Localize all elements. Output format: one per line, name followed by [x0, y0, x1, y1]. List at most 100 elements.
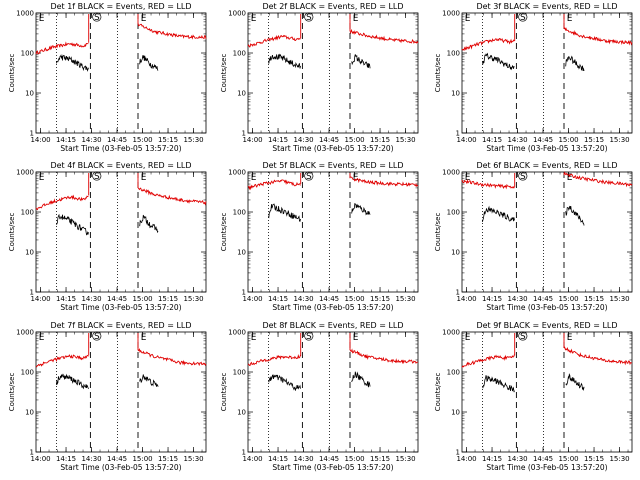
x-tick-label: 15:30	[183, 295, 203, 303]
x-tick-label: 15:15	[370, 295, 390, 303]
plot-frame	[461, 331, 633, 453]
x-axis-label: Start Time (03-Feb-05 13:57:20)	[486, 144, 607, 153]
x-tick-label: 14:15	[268, 455, 288, 463]
y-tick-label: 1	[242, 289, 246, 297]
y-tick-label: 10	[451, 409, 460, 417]
x-tick-label: 15:00	[558, 455, 578, 463]
x-tick-label: 14:45	[533, 455, 553, 463]
series-events-pre	[482, 205, 515, 223]
marker-label: E	[567, 173, 573, 183]
panel: Det 4f BLACK = Events, RED = LLD 1 10 100 10…	[8, 161, 207, 312]
x-tick-label: 15:00	[132, 136, 152, 144]
marker-circle	[518, 331, 528, 341]
y-axis-label: Counts/sec	[8, 54, 16, 93]
x-tick-label: 15:15	[584, 295, 604, 303]
x-tick-label: 14:45	[107, 295, 127, 303]
x-axis-label: Start Time (03-Feb-05 13:57:20)	[272, 144, 393, 153]
series-events-pre	[482, 52, 515, 71]
x-tick-label: 15:15	[370, 455, 390, 463]
series-events-pre	[268, 373, 301, 391]
marker-label: E	[251, 14, 257, 24]
plot-frame	[35, 331, 207, 453]
marker-label: E	[39, 173, 45, 183]
marker-circle	[92, 171, 102, 181]
series-lld-pre	[247, 179, 301, 191]
marker-label: E	[251, 173, 257, 183]
x-tick-label: 14:30	[293, 455, 313, 463]
marker-label: E	[39, 333, 45, 343]
y-tick-label: 1	[30, 130, 34, 138]
x-tick-label: 14:15	[482, 455, 502, 463]
marker-label: E	[567, 14, 573, 24]
x-tick-label: 14:00	[456, 295, 476, 303]
series-events-post	[565, 55, 585, 72]
panel-title: Det 1f BLACK = Events, RED = LLD	[50, 2, 191, 11]
y-tick-label: 10	[451, 249, 460, 257]
series-events-post	[139, 374, 159, 387]
marker-label: S	[520, 13, 526, 23]
x-tick-label: 14:00	[242, 295, 262, 303]
marker-label: E	[465, 173, 471, 183]
x-tick-label: 14:15	[268, 136, 288, 144]
marker-label: E	[465, 14, 471, 24]
x-tick-label: 14:45	[107, 136, 127, 144]
series-lld-pre	[35, 354, 89, 368]
x-tick-label: 15:15	[158, 295, 178, 303]
x-tick-label: 15:00	[132, 295, 152, 303]
x-tick-label: 14:15	[56, 295, 76, 303]
marker-label: E	[39, 14, 45, 24]
y-tick-label: 100	[233, 50, 246, 58]
series-lld-post	[563, 346, 632, 366]
series-events-post	[139, 214, 159, 234]
series-events-post	[351, 54, 371, 69]
x-tick-label: 15:30	[609, 295, 629, 303]
x-axis-label: Start Time (03-Feb-05 13:57:20)	[486, 303, 607, 312]
marker-label: S	[94, 172, 100, 182]
y-axis-label: Counts/sec	[220, 213, 228, 252]
x-tick-label: 14:00	[456, 136, 476, 144]
x-tick-label: 14:45	[319, 136, 339, 144]
marker-label: S	[94, 332, 100, 342]
series-lld-pre	[461, 354, 515, 368]
marker-label: E	[353, 173, 359, 183]
y-tick-label: 10	[237, 90, 246, 98]
x-tick-label: 15:15	[158, 455, 178, 463]
x-tick-label: 14:00	[30, 295, 50, 303]
panel: Det 3f BLACK = Events, RED = LLD 1 10 100 10…	[434, 2, 633, 153]
y-tick-label: 1000	[442, 329, 460, 337]
x-tick-label: 15:15	[370, 136, 390, 144]
y-axis-label: Counts/sec	[220, 54, 228, 93]
marker-label: S	[94, 13, 100, 23]
series-lld-post	[137, 348, 207, 367]
y-tick-label: 10	[237, 409, 246, 417]
plot-frame	[247, 12, 419, 134]
x-tick-label: 14:30	[81, 136, 101, 144]
plot-frame	[35, 12, 207, 134]
y-tick-label: 1000	[442, 10, 460, 18]
marker-circle	[518, 171, 528, 181]
x-tick-label: 14:30	[507, 136, 527, 144]
y-axis-label: Counts/sec	[8, 373, 16, 412]
x-tick-label: 15:30	[395, 295, 415, 303]
series-lld-post	[563, 27, 633, 46]
y-tick-label: 1	[30, 289, 34, 297]
series-lld-pre	[247, 353, 301, 367]
panel-title: Det 7f BLACK = Events, RED = LLD	[50, 321, 191, 330]
x-tick-label: 14:45	[533, 295, 553, 303]
x-axis-label: Start Time (03-Feb-05 13:57:20)	[486, 463, 607, 472]
marker-label: E	[141, 14, 147, 24]
x-tick-label: 15:00	[344, 455, 364, 463]
x-tick-label: 15:15	[158, 136, 178, 144]
plot-frame	[247, 331, 419, 453]
series-lld-post	[137, 187, 207, 206]
panel: Det 9f BLACK = Events, RED = LLD 1 10 100 10…	[434, 321, 633, 472]
x-tick-label: 14:30	[507, 455, 527, 463]
panel-title: Det 8f BLACK = Events, RED = LLD	[262, 321, 403, 330]
y-tick-label: 1	[242, 130, 246, 138]
series-events-pre	[268, 203, 301, 222]
x-axis-label: Start Time (03-Feb-05 13:57:20)	[60, 303, 181, 312]
plot-frame	[461, 12, 633, 134]
marker-label: S	[306, 172, 312, 182]
